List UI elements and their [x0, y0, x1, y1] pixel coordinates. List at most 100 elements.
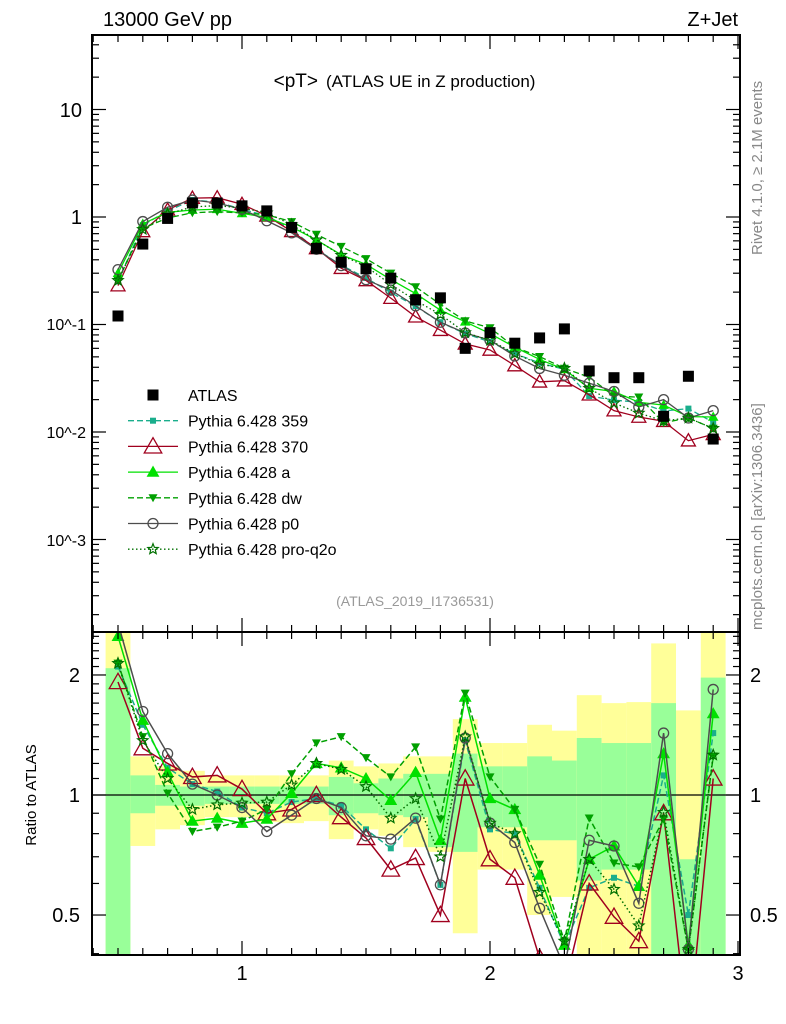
series-dw-ratio-point	[336, 733, 346, 742]
series-pro-q2o-ratio-point	[483, 815, 497, 829]
series-370-point	[357, 272, 375, 287]
series-p0-ratio-point	[335, 801, 347, 814]
ratio-tick-label-left: 0.5	[52, 905, 80, 927]
series-pro-q2o-ratio-point	[433, 849, 448, 863]
series-370-ratio-point	[455, 768, 476, 786]
series-pro-q2o-ratio-point	[458, 729, 472, 743]
y-tick-label: 10^-2	[46, 425, 86, 442]
series-a-ratio-point	[384, 793, 398, 805]
legend-label: ATLAS	[188, 388, 238, 405]
series-dw-ratio-point	[411, 743, 421, 752]
series-pro-q2o-ratio-point	[260, 794, 274, 808]
series-p0-ratio-point	[559, 962, 569, 972]
series-pro-q2o-ratio-point	[706, 747, 720, 761]
series-dw-ratio-point	[659, 815, 669, 824]
series-pro-q2o-point	[532, 356, 547, 370]
series-370-point	[605, 402, 623, 417]
series-370-ratio-point	[207, 765, 228, 783]
series-p0-point	[161, 201, 174, 213]
atlas-data-point	[484, 327, 496, 339]
series-370-ratio-point	[430, 904, 451, 923]
x-tick-label: 3	[732, 963, 743, 985]
series-p0-point	[633, 401, 645, 413]
stat-uncertainty-band	[626, 743, 652, 870]
series-p0-ratio-point	[608, 840, 620, 852]
stat-uncertainty-band	[130, 775, 156, 814]
series-pro-q2o-point	[483, 333, 497, 347]
series-359-ratio-point	[611, 874, 617, 881]
series-dw-ratio-point	[163, 789, 173, 798]
atlas-data-point	[137, 238, 149, 250]
main-series	[109, 189, 722, 447]
series-pro-q2o-point	[458, 325, 472, 339]
series-370-point	[630, 408, 647, 423]
ratio-tick-label-right: 2	[750, 665, 761, 687]
series-dw-ratio-point	[510, 805, 520, 814]
series-p0-ratio-point	[459, 732, 471, 744]
series-pro-q2o-point	[433, 307, 448, 321]
atlas-data-point	[410, 294, 422, 306]
series-359-ratio-point	[288, 799, 295, 806]
series-pro-q2o-ratio-point	[111, 656, 125, 669]
stat-uncertainty-band	[105, 668, 131, 955]
series-pro-q2o-point	[632, 405, 646, 419]
plot-title: <pT>	[274, 71, 318, 92]
series-pro-q2o-ratio-point	[582, 852, 596, 865]
series-359-point	[363, 274, 369, 281]
series-pro-q2o-ratio-point	[309, 756, 324, 770]
series-dw-ratio-point	[609, 859, 619, 868]
series-pro-q2o-point	[607, 395, 621, 409]
series-pro-q2o-ratio-line	[117, 663, 714, 950]
atlas-data-point	[385, 272, 397, 284]
stat-uncertainty-band	[502, 766, 528, 828]
series-370-point	[407, 308, 424, 323]
series-359-ratio-point	[487, 826, 493, 833]
series-370-ratio-point	[703, 768, 724, 786]
series-359-ratio-point	[710, 730, 717, 737]
series-dw-ratio-point	[460, 689, 470, 698]
mcplots-label: mcplots.cern.ch [arXiv:1306.3436]	[749, 403, 766, 630]
series-370-ratio-point	[380, 859, 401, 877]
series-pro-q2o-ratio-point	[160, 771, 175, 785]
ratio-y-axis-label: Ratio to ATLAS	[23, 744, 40, 845]
series-370-ratio-point	[504, 867, 525, 885]
series-370-ratio-point	[306, 784, 327, 803]
series-p0-point	[137, 215, 149, 228]
series-p0-ratio-point	[310, 792, 323, 805]
header-right: Z+Jet	[687, 9, 738, 31]
series-p0-ratio-point	[434, 879, 447, 891]
series-a-ratio-point	[285, 786, 299, 798]
series-pro-q2o-ratio-point	[656, 805, 671, 818]
series-a-ratio-point	[409, 765, 423, 778]
atlas-data-point	[286, 221, 298, 233]
series-pro-q2o-ratio-point	[359, 779, 373, 793]
series-pro-q2o-point	[557, 361, 572, 375]
legend-marker	[150, 417, 156, 424]
series-370-ratio-line	[117, 681, 714, 955]
y-tick-label: 10	[60, 100, 82, 122]
y-tick-label: 10^-3	[46, 533, 86, 550]
series-p0-ratio-point	[137, 705, 149, 718]
series-pro-q2o-ratio-point	[235, 795, 249, 809]
series-dw-ratio-point	[237, 817, 247, 826]
atlas-data-point	[186, 197, 198, 209]
atlas-data-point	[261, 205, 273, 217]
series-pro-q2o-ratio-point	[384, 810, 398, 824]
series-a-ratio-point	[185, 814, 199, 826]
series-pro-q2o-ratio-point	[185, 802, 200, 816]
series-370-ratio-point	[604, 906, 624, 924]
series-dw-point	[336, 242, 346, 251]
legend-marker	[148, 494, 158, 503]
series-359-ratio-point	[511, 830, 518, 837]
series-a-line	[117, 208, 714, 418]
series-p0-ratio-point	[186, 778, 199, 790]
atlas-data-point	[335, 256, 347, 268]
legend-marker	[147, 389, 159, 401]
series-a-ratio-point	[210, 811, 224, 823]
atlas-data-point	[236, 200, 248, 212]
rivet-version-label: Rivet 4.1.0, ≥ 2.1M events	[749, 81, 766, 255]
legend-marker	[146, 465, 160, 477]
series-pro-q2o-point	[508, 346, 522, 360]
series-359-ratio-point	[338, 802, 345, 809]
